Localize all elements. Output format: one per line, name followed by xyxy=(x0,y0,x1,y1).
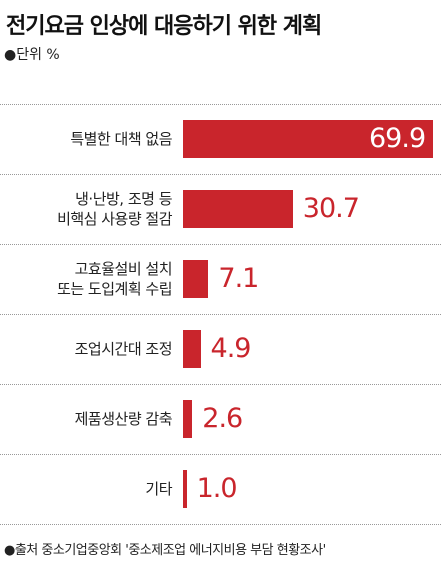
value-label: 2.6 xyxy=(202,403,243,434)
bar xyxy=(183,190,293,228)
category-label: 냉·난방, 조명 등 비핵심 사용량 절감 xyxy=(57,190,172,228)
category-label: 기타 xyxy=(145,480,172,498)
category-label: 제품생산량 감축 xyxy=(74,410,173,428)
separator xyxy=(0,174,441,175)
value-label: 69.9 xyxy=(369,123,426,154)
chart-title: 전기요금 인상에 대응하기 위한 계획 xyxy=(6,14,322,39)
separator xyxy=(0,244,441,245)
category-label: 특별한 대책 없음 xyxy=(70,130,172,148)
bar xyxy=(183,330,201,368)
value-label: 7.1 xyxy=(218,263,259,294)
separator xyxy=(0,524,441,525)
separator xyxy=(0,314,441,315)
separator xyxy=(0,454,441,455)
separator xyxy=(0,104,441,105)
separator xyxy=(0,384,441,385)
bar xyxy=(183,400,193,438)
bar xyxy=(183,470,187,508)
bar xyxy=(183,120,433,158)
category-label: 조업시간대 조정 xyxy=(74,340,173,358)
value-label: 1.0 xyxy=(196,473,238,504)
category-label: 고효율설비 설치 또는 도입계획 수립 xyxy=(57,260,172,298)
unit-label: ●단위 % xyxy=(4,47,60,63)
bar xyxy=(183,260,209,298)
value-label: 4.9 xyxy=(210,333,252,364)
value-label: 30.7 xyxy=(302,193,360,224)
source: ●출처 중소기업중앙회 '중소제조업 에너지비용 부담 현황조사' xyxy=(4,543,326,558)
